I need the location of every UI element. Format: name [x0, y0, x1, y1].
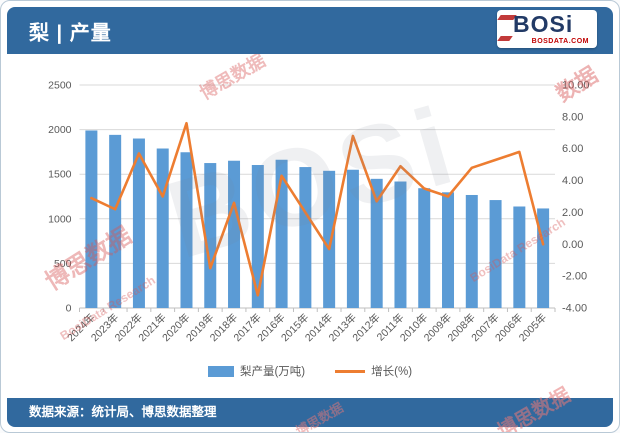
logo-subtext: BOSDATA.COM [531, 38, 589, 45]
left-axis-label: 1000 [48, 213, 72, 225]
bar-2024年 [85, 130, 98, 308]
left-axis-label: 500 [54, 258, 72, 270]
footer-bar: 数据来源：统计局、博思数据整理 [7, 398, 613, 427]
legend-item-production: 梨产量(万吨) [207, 363, 306, 379]
right-axis-label: 4.00 [562, 175, 583, 187]
legend-label-production: 梨产量(万吨) [239, 366, 306, 378]
page-title: 梨 | 产量 [29, 22, 112, 44]
bar-2009年 [442, 192, 455, 308]
bar-2015年 [299, 167, 312, 308]
bar-2011年 [394, 181, 407, 308]
bar-2007年 [489, 200, 502, 308]
left-axis-label: 2500 [48, 80, 72, 92]
legend-label-growth: 增长(%) [371, 366, 413, 378]
bosi-logo: BOSi BOSDATA.COM [497, 10, 597, 48]
right-axis-label: 10.00 [562, 80, 590, 92]
logo-text: BOSi [513, 11, 574, 37]
left-axis-label: 2000 [48, 124, 72, 136]
growth-line [90, 121, 545, 297]
right-axis-label: -2.00 [562, 271, 587, 283]
left-axis-label: 1500 [48, 169, 72, 181]
right-axis-label: 0.00 [562, 239, 583, 251]
legend-line-swatch-icon [335, 369, 366, 373]
right-axis-label: -4.00 [562, 303, 587, 315]
logo-slash-icon [497, 36, 513, 41]
right-axis-label: 6.00 [562, 143, 583, 155]
bar-2014年 [323, 170, 336, 308]
bar-2019年 [204, 163, 217, 308]
bar-2010年 [418, 188, 431, 308]
data-source-text: 数据来源：统计局、博思数据整理 [29, 405, 217, 419]
bar-2017年 [251, 165, 264, 308]
left-axis-label: 0 [66, 303, 72, 315]
bar-2013年 [346, 169, 359, 308]
bar-2008年 [465, 194, 478, 308]
bar-2012年 [370, 178, 383, 308]
legend-item-growth: 增长(%) [335, 363, 412, 379]
legend-bar-swatch-icon [207, 365, 234, 377]
bar-2020年 [180, 152, 193, 308]
bar-2023年 [109, 134, 122, 308]
right-axis-label: 8.00 [562, 111, 583, 123]
right-axis-label: 2.00 [562, 207, 583, 219]
bar-2018年 [228, 160, 241, 308]
bar-2006年 [513, 206, 526, 308]
bar-2021年 [156, 148, 169, 308]
chart-legend: 梨产量(万吨) 增长(%) [1, 363, 619, 379]
bar-2022年 [132, 138, 145, 308]
